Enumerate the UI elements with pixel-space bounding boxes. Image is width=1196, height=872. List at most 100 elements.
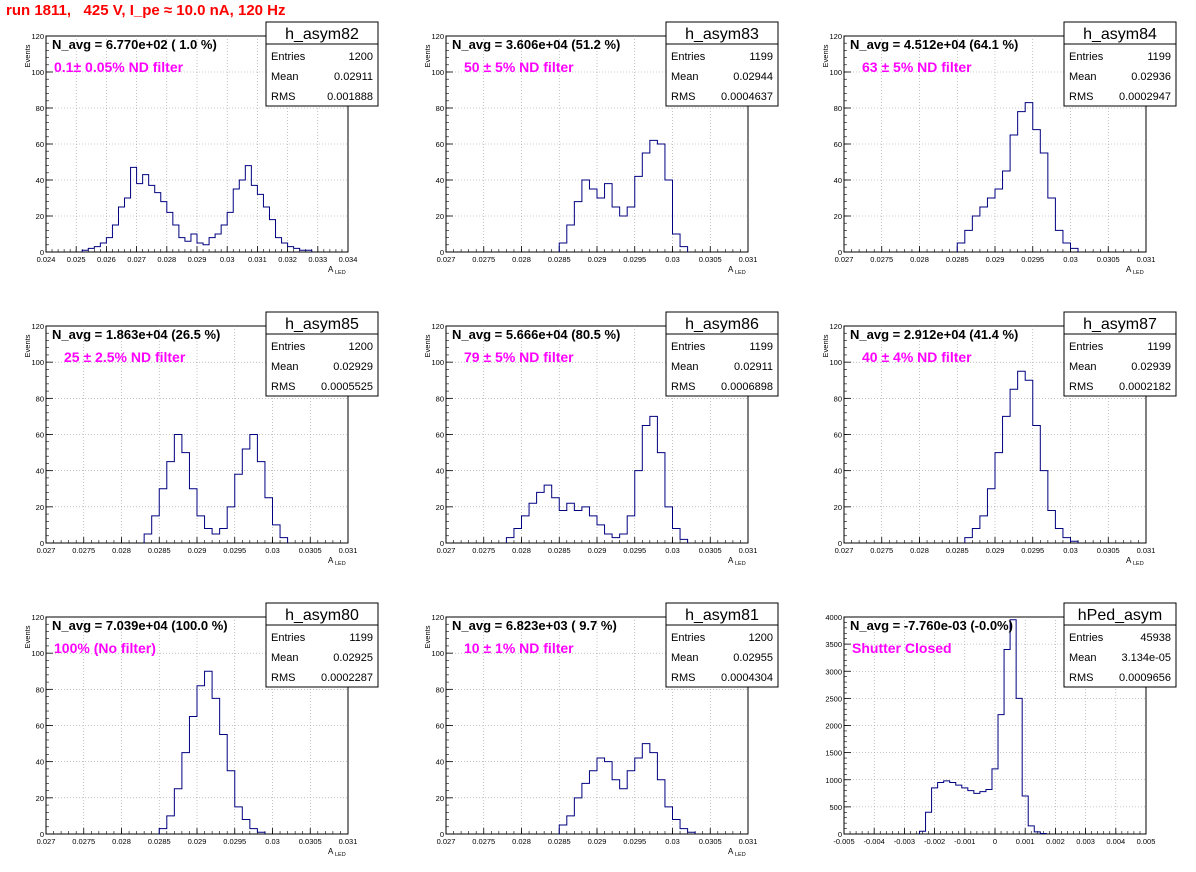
y-tick-label: 40 <box>36 176 44 185</box>
x-axis-label: A <box>728 847 734 856</box>
y-tick-label: 0 <box>40 830 44 839</box>
stats-value: 0.02955 <box>733 652 773 664</box>
y-axis-label: Events <box>23 44 32 67</box>
x-tick-label: 0.0275 <box>472 837 495 846</box>
navg-label: N_avg = 4.512e+04 (64.1 %) <box>850 37 1018 52</box>
x-tick-label: 0.027 <box>37 837 56 846</box>
y-tick-label: 60 <box>436 140 444 149</box>
x-axis-label: A <box>728 265 734 274</box>
filter-annotation: Shutter Closed <box>852 640 952 656</box>
stats-label: Entries <box>1069 51 1104 63</box>
x-tick-label: -0.002 <box>924 837 945 846</box>
x-tick-label: 0.03 <box>1063 255 1078 264</box>
x-axis-label: A <box>328 847 334 856</box>
x-axis-label-subscript: LED <box>335 270 346 276</box>
y-axis-label: Events <box>423 334 432 357</box>
stats-label: RMS <box>1069 672 1093 684</box>
filter-annotation: 10 ± 1% ND filter <box>464 640 574 656</box>
y-axis-label: Events <box>821 334 830 357</box>
y-tick-label: 0 <box>440 248 444 257</box>
x-tick-label: 0.03 <box>265 837 280 846</box>
x-tick-label: 0.027 <box>437 255 456 264</box>
x-tick-label: 0.028 <box>112 546 131 555</box>
stats-value: 45938 <box>1140 632 1171 644</box>
stats-value: 1200 <box>349 341 373 353</box>
y-tick-label: 80 <box>36 394 44 403</box>
histogram-name: h_asym82 <box>285 26 359 43</box>
x-tick-label: 0.0295 <box>623 255 646 264</box>
x-tick-label: 0.027 <box>437 546 456 555</box>
x-axis-label: A <box>328 556 334 565</box>
stats-box <box>265 311 379 397</box>
filter-annotation: 79 ± 5% ND filter <box>464 349 574 365</box>
stats-label: Entries <box>271 341 306 353</box>
stats-label: RMS <box>271 381 295 393</box>
y-tick-label: 40 <box>834 176 842 185</box>
x-tick-label: 0.031 <box>339 837 358 846</box>
y-tick-label: 120 <box>829 322 842 331</box>
histogram-panel-h_asym84: 0.027 0.0275 0.028 0.0285 0.029 0.0295 0.03 0.0… <box>821 21 1177 276</box>
stats-value: 0.0004637 <box>721 91 773 103</box>
stats-box <box>665 311 779 397</box>
x-tick-label: 0.0305 <box>299 546 322 555</box>
stats-label: Mean <box>1069 71 1097 83</box>
x-tick-label: 0.029 <box>188 255 207 264</box>
y-axis-label: Events <box>423 625 432 648</box>
y-tick-label: 40 <box>436 176 444 185</box>
x-tick-label: 0.029 <box>588 546 607 555</box>
histogram-panel-h_asym83: 0.027 0.0275 0.028 0.0285 0.029 0.0295 0.03 0.0… <box>423 21 779 276</box>
y-tick-label: 60 <box>834 140 842 149</box>
histogram-line <box>558 139 689 252</box>
x-tick-label: 0.028 <box>157 255 176 264</box>
x-axis-label-subscript: LED <box>1133 561 1144 567</box>
x-tick-label: 0.029 <box>986 255 1005 264</box>
x-tick-label: 0.0295 <box>1021 546 1044 555</box>
stats-label: Entries <box>271 51 306 63</box>
histogram-line <box>505 415 689 543</box>
stats-value: 0.02936 <box>1131 71 1171 83</box>
filter-annotation: 50 ± 5% ND filter <box>464 59 574 75</box>
x-tick-label: 0.031 <box>1137 255 1156 264</box>
x-tick-label: -0.003 <box>894 837 915 846</box>
x-tick-label: 0.0285 <box>548 255 571 264</box>
stats-value: 0.0002182 <box>1119 381 1171 393</box>
y-axis-label: Events <box>23 625 32 648</box>
x-tick-label: 0.0305 <box>1097 546 1120 555</box>
x-tick-label: 0.028 <box>910 255 929 264</box>
histogram-line <box>158 670 266 834</box>
y-axis-label: Events <box>821 44 830 67</box>
y-tick-label: 20 <box>436 794 444 803</box>
histogram-panel-h_asym81: 0.027 0.0275 0.028 0.0285 0.029 0.0295 0.03 0.0… <box>423 602 779 858</box>
y-tick-label: 1500 <box>825 749 842 758</box>
x-tick-label: 0.0305 <box>1097 255 1120 264</box>
x-tick-label: 0.0295 <box>223 837 246 846</box>
x-tick-label: 0.03 <box>265 546 280 555</box>
stats-label: RMS <box>671 91 695 103</box>
y-tick-label: 3500 <box>825 640 842 649</box>
y-tick-label: 40 <box>436 758 444 767</box>
stats-label: Entries <box>671 341 706 353</box>
stats-box <box>265 21 379 107</box>
histogram-name: h_asym85 <box>285 316 359 333</box>
stats-value: 1199 <box>349 632 373 644</box>
y-axis-label: Events <box>423 44 432 67</box>
y-tick-label: 3000 <box>825 667 842 676</box>
x-axis-label: A <box>1126 556 1132 565</box>
filter-annotation: 25 ± 2.5% ND filter <box>64 349 186 365</box>
navg-label: N_avg = 2.912e+04 (41.4 %) <box>850 327 1018 342</box>
y-tick-label: 120 <box>31 613 44 622</box>
y-tick-label: 2000 <box>825 722 842 731</box>
histogram-panel-h_asym86: 0.027 0.0275 0.028 0.0285 0.029 0.0295 0.03 0.0… <box>423 311 779 567</box>
x-tick-label: -0.005 <box>833 837 854 846</box>
x-tick-label: 0.027 <box>835 546 854 555</box>
stats-value: 0.001888 <box>327 91 373 103</box>
histogram-panel-h_asym87: 0.027 0.0275 0.028 0.0285 0.029 0.0295 0.03 0.0… <box>821 311 1177 567</box>
x-tick-label: 0.034 <box>339 255 358 264</box>
y-tick-label: 40 <box>436 467 444 476</box>
x-tick-label: 0.0275 <box>870 546 893 555</box>
y-tick-label: 120 <box>829 32 842 41</box>
y-tick-label: 60 <box>436 431 444 440</box>
stats-value: 0.02911 <box>734 361 773 373</box>
stats-value: 0.0005525 <box>321 381 373 393</box>
x-tick-label: 0.0275 <box>472 546 495 555</box>
